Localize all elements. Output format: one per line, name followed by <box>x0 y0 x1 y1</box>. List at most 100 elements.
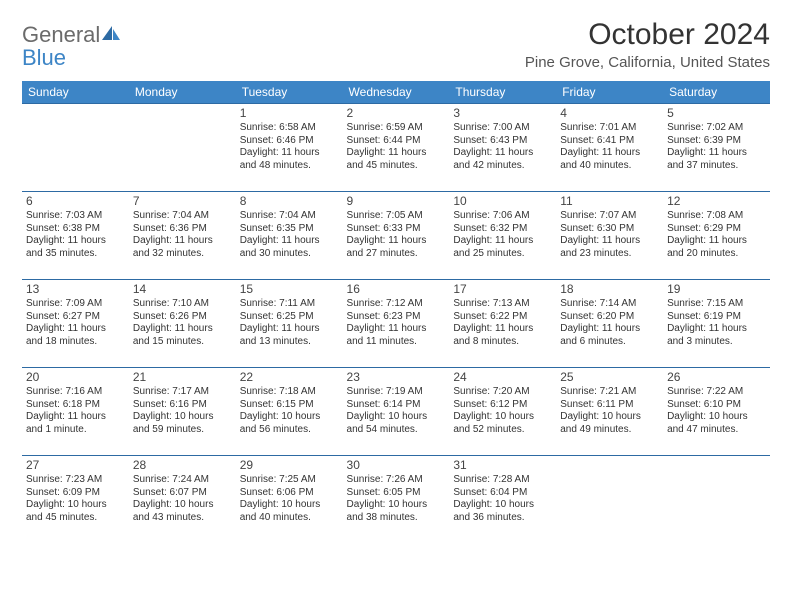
sunrise-text: Sunrise: 7:28 AM <box>453 474 552 487</box>
sunset-text: Sunset: 6:06 PM <box>240 487 339 500</box>
sail-icon <box>100 24 122 47</box>
weekday-header: Monday <box>129 81 236 104</box>
sunrise-text: Sunrise: 7:04 AM <box>240 210 339 223</box>
logo: General Blue <box>22 18 122 70</box>
day-number: 27 <box>26 458 125 473</box>
daylight-text: Daylight: 11 hours and 27 minutes. <box>347 235 446 260</box>
sunset-text: Sunset: 6:23 PM <box>347 311 446 324</box>
sunrise-text: Sunrise: 7:13 AM <box>453 298 552 311</box>
day-cell: 30Sunrise: 7:26 AMSunset: 6:05 PMDayligh… <box>343 456 450 544</box>
week-row: 1Sunrise: 6:58 AMSunset: 6:46 PMDaylight… <box>22 104 770 192</box>
calendar-table: Sunday Monday Tuesday Wednesday Thursday… <box>22 81 770 544</box>
sunrise-text: Sunrise: 7:24 AM <box>133 474 232 487</box>
sunset-text: Sunset: 6:36 PM <box>133 223 232 236</box>
sunset-text: Sunset: 6:18 PM <box>26 399 125 412</box>
daylight-text: Daylight: 11 hours and 20 minutes. <box>667 235 766 260</box>
calendar-body: 1Sunrise: 6:58 AMSunset: 6:46 PMDaylight… <box>22 104 770 544</box>
day-cell: 27Sunrise: 7:23 AMSunset: 6:09 PMDayligh… <box>22 456 129 544</box>
day-cell: 1Sunrise: 6:58 AMSunset: 6:46 PMDaylight… <box>236 104 343 192</box>
sunrise-text: Sunrise: 7:17 AM <box>133 386 232 399</box>
sunrise-text: Sunrise: 7:23 AM <box>26 474 125 487</box>
sunrise-text: Sunrise: 7:08 AM <box>667 210 766 223</box>
day-number: 17 <box>453 282 552 297</box>
day-cell: 25Sunrise: 7:21 AMSunset: 6:11 PMDayligh… <box>556 368 663 456</box>
day-number: 9 <box>347 194 446 209</box>
day-cell: 14Sunrise: 7:10 AMSunset: 6:26 PMDayligh… <box>129 280 236 368</box>
day-number: 22 <box>240 370 339 385</box>
daylight-text: Daylight: 10 hours and 43 minutes. <box>133 499 232 524</box>
day-number: 6 <box>26 194 125 209</box>
daylight-text: Daylight: 11 hours and 15 minutes. <box>133 323 232 348</box>
daylight-text: Daylight: 10 hours and 49 minutes. <box>560 411 659 436</box>
daylight-text: Daylight: 11 hours and 35 minutes. <box>26 235 125 260</box>
day-cell: 3Sunrise: 7:00 AMSunset: 6:43 PMDaylight… <box>449 104 556 192</box>
sunset-text: Sunset: 6:27 PM <box>26 311 125 324</box>
month-title: October 2024 <box>525 18 770 52</box>
day-number: 29 <box>240 458 339 473</box>
logo-word-general: General <box>22 22 100 47</box>
sunrise-text: Sunrise: 7:03 AM <box>26 210 125 223</box>
sunrise-text: Sunrise: 7:11 AM <box>240 298 339 311</box>
sunset-text: Sunset: 6:20 PM <box>560 311 659 324</box>
daylight-text: Daylight: 11 hours and 8 minutes. <box>453 323 552 348</box>
logo-word-blue: Blue <box>22 45 66 70</box>
daylight-text: Daylight: 10 hours and 45 minutes. <box>26 499 125 524</box>
day-cell: 23Sunrise: 7:19 AMSunset: 6:14 PMDayligh… <box>343 368 450 456</box>
day-number: 23 <box>347 370 446 385</box>
daylight-text: Daylight: 11 hours and 13 minutes. <box>240 323 339 348</box>
day-cell: 5Sunrise: 7:02 AMSunset: 6:39 PMDaylight… <box>663 104 770 192</box>
sunset-text: Sunset: 6:11 PM <box>560 399 659 412</box>
sunrise-text: Sunrise: 7:20 AM <box>453 386 552 399</box>
daylight-text: Daylight: 11 hours and 40 minutes. <box>560 147 659 172</box>
day-number: 7 <box>133 194 232 209</box>
sunrise-text: Sunrise: 7:05 AM <box>347 210 446 223</box>
weekday-header-row: Sunday Monday Tuesday Wednesday Thursday… <box>22 81 770 104</box>
day-cell <box>22 104 129 192</box>
title-block: October 2024 Pine Grove, California, Uni… <box>525 18 770 71</box>
day-cell: 19Sunrise: 7:15 AMSunset: 6:19 PMDayligh… <box>663 280 770 368</box>
week-row: 13Sunrise: 7:09 AMSunset: 6:27 PMDayligh… <box>22 280 770 368</box>
sunset-text: Sunset: 6:41 PM <box>560 135 659 148</box>
sunrise-text: Sunrise: 7:16 AM <box>26 386 125 399</box>
daylight-text: Daylight: 11 hours and 42 minutes. <box>453 147 552 172</box>
day-cell: 7Sunrise: 7:04 AMSunset: 6:36 PMDaylight… <box>129 192 236 280</box>
sunset-text: Sunset: 6:09 PM <box>26 487 125 500</box>
day-number: 11 <box>560 194 659 209</box>
day-cell: 22Sunrise: 7:18 AMSunset: 6:15 PMDayligh… <box>236 368 343 456</box>
sunrise-text: Sunrise: 7:22 AM <box>667 386 766 399</box>
sunset-text: Sunset: 6:22 PM <box>453 311 552 324</box>
week-row: 20Sunrise: 7:16 AMSunset: 6:18 PMDayligh… <box>22 368 770 456</box>
day-cell: 4Sunrise: 7:01 AMSunset: 6:41 PMDaylight… <box>556 104 663 192</box>
sunrise-text: Sunrise: 7:07 AM <box>560 210 659 223</box>
day-cell: 12Sunrise: 7:08 AMSunset: 6:29 PMDayligh… <box>663 192 770 280</box>
logo-text: General Blue <box>22 24 122 70</box>
day-cell: 8Sunrise: 7:04 AMSunset: 6:35 PMDaylight… <box>236 192 343 280</box>
location-label: Pine Grove, California, United States <box>525 54 770 71</box>
day-cell: 29Sunrise: 7:25 AMSunset: 6:06 PMDayligh… <box>236 456 343 544</box>
sunset-text: Sunset: 6:19 PM <box>667 311 766 324</box>
day-number: 3 <box>453 106 552 121</box>
day-number: 30 <box>347 458 446 473</box>
daylight-text: Daylight: 11 hours and 37 minutes. <box>667 147 766 172</box>
daylight-text: Daylight: 11 hours and 1 minute. <box>26 411 125 436</box>
day-cell: 2Sunrise: 6:59 AMSunset: 6:44 PMDaylight… <box>343 104 450 192</box>
sunrise-text: Sunrise: 6:58 AM <box>240 122 339 135</box>
daylight-text: Daylight: 10 hours and 56 minutes. <box>240 411 339 436</box>
sunset-text: Sunset: 6:10 PM <box>667 399 766 412</box>
sunset-text: Sunset: 6:33 PM <box>347 223 446 236</box>
daylight-text: Daylight: 11 hours and 18 minutes. <box>26 323 125 348</box>
day-number: 8 <box>240 194 339 209</box>
day-number: 4 <box>560 106 659 121</box>
sunrise-text: Sunrise: 7:02 AM <box>667 122 766 135</box>
day-cell: 15Sunrise: 7:11 AMSunset: 6:25 PMDayligh… <box>236 280 343 368</box>
day-cell <box>663 456 770 544</box>
sunset-text: Sunset: 6:16 PM <box>133 399 232 412</box>
day-number: 16 <box>347 282 446 297</box>
day-number: 31 <box>453 458 552 473</box>
daylight-text: Daylight: 10 hours and 38 minutes. <box>347 499 446 524</box>
day-cell: 10Sunrise: 7:06 AMSunset: 6:32 PMDayligh… <box>449 192 556 280</box>
week-row: 6Sunrise: 7:03 AMSunset: 6:38 PMDaylight… <box>22 192 770 280</box>
day-number: 18 <box>560 282 659 297</box>
day-number: 19 <box>667 282 766 297</box>
day-cell: 20Sunrise: 7:16 AMSunset: 6:18 PMDayligh… <box>22 368 129 456</box>
